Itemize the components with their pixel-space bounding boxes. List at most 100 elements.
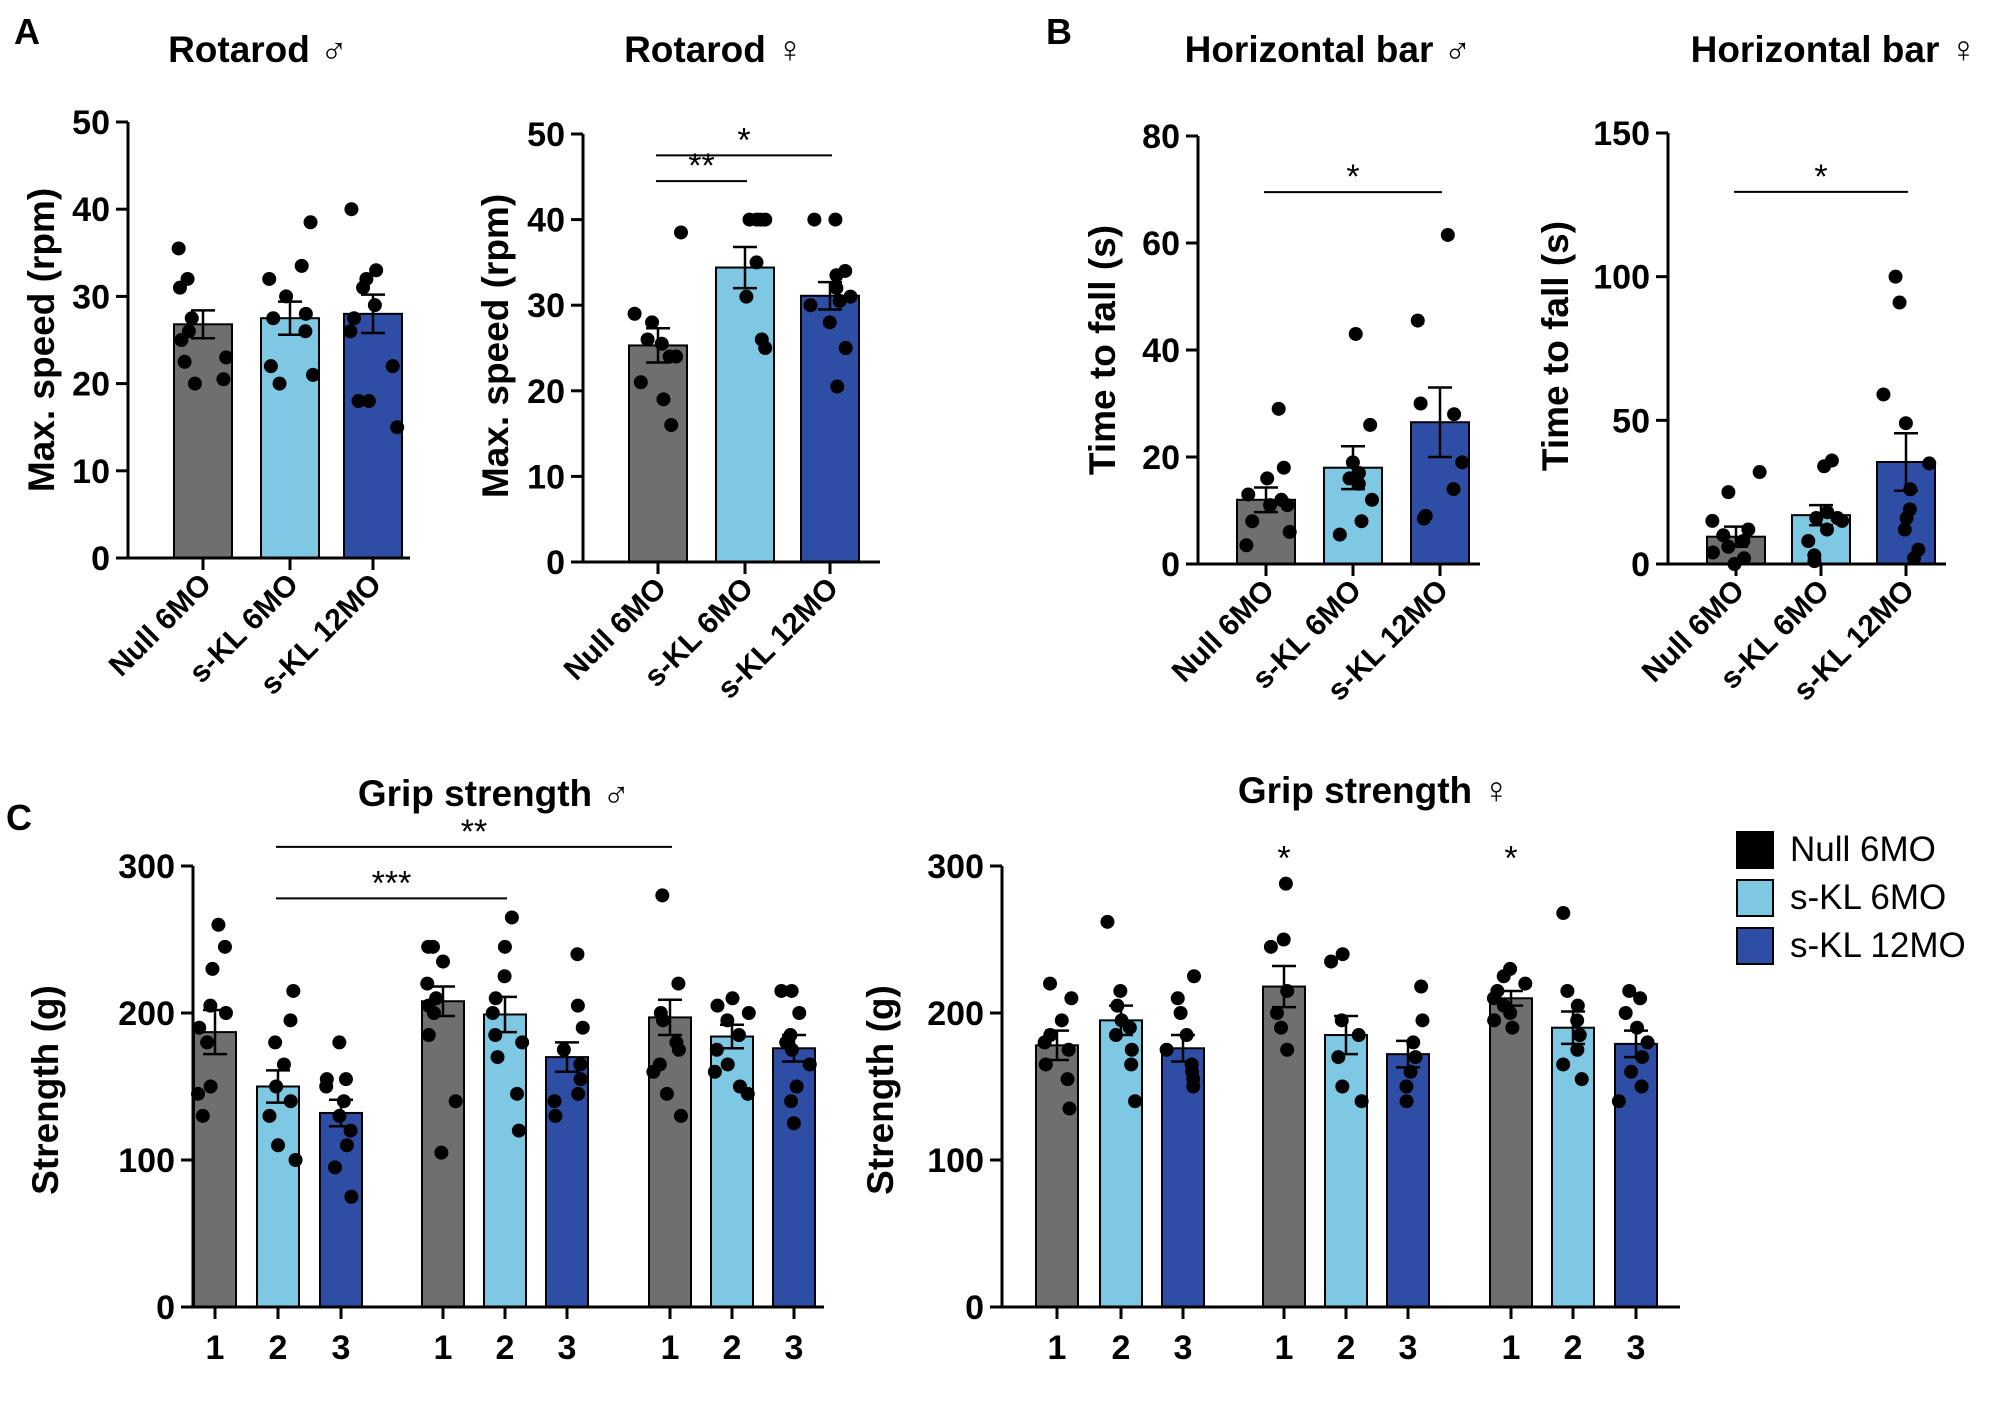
data-point — [504, 910, 519, 925]
data-point — [1705, 545, 1720, 560]
data-point — [1263, 498, 1278, 513]
y-tick-label: 50 — [1612, 402, 1650, 440]
data-point — [1503, 1006, 1518, 1020]
legend-swatch-skl-6mo — [1736, 879, 1774, 917]
grip-strength-female-chart: Grip strength ♀ Strength (g) 0 100 200 300 1 2 3… — [860, 770, 1680, 1367]
x-tick-label: 1 — [1048, 1329, 1067, 1367]
panel-letter-b: B — [1046, 11, 1072, 52]
data-point — [807, 212, 822, 227]
data-point — [792, 1006, 807, 1020]
data-point — [1113, 983, 1128, 998]
data-point — [1486, 991, 1501, 1006]
data-point — [673, 225, 688, 240]
data-point — [1570, 1042, 1585, 1057]
y-tick-label: 300 — [118, 848, 175, 886]
y-tick-label: 300 — [927, 848, 984, 886]
data-point — [1124, 1057, 1139, 1072]
y-axis-label: Time to fall (s) — [1535, 221, 1576, 471]
data-point — [339, 1138, 354, 1153]
data-point — [1570, 998, 1585, 1013]
data-point — [803, 298, 818, 313]
rotarod-male-chart: Rotarod ♂Max. speed (rpm)01020304050Null… — [21, 29, 410, 701]
data-point — [1705, 513, 1720, 528]
significance-label: * — [1346, 158, 1359, 196]
data-point — [298, 324, 313, 339]
data-point — [1280, 1042, 1295, 1057]
data-point — [1282, 524, 1297, 539]
data-point — [1271, 401, 1286, 416]
data-point — [1570, 1013, 1585, 1028]
bar — [1262, 985, 1306, 1308]
data-point — [1741, 522, 1756, 537]
x-tick-label: 1 — [1275, 1329, 1294, 1367]
data-point — [1054, 1013, 1069, 1028]
data-point — [1809, 511, 1824, 526]
data-point — [656, 392, 671, 407]
y-tick-label: 200 — [118, 995, 175, 1033]
y-tick-label: 50 — [527, 116, 565, 154]
data-point — [1801, 534, 1816, 549]
data-point — [421, 1028, 436, 1043]
data-point — [283, 1094, 298, 1109]
data-point — [369, 263, 384, 278]
data-point — [338, 1072, 353, 1087]
x-tick-label: 1 — [1502, 1329, 1521, 1367]
data-point — [1440, 227, 1455, 242]
data-point — [1263, 939, 1278, 954]
data-point — [1245, 514, 1260, 529]
data-point — [633, 375, 648, 390]
data-point — [843, 289, 858, 304]
grip-strength-male-chart: Grip strength ♂ Strength (g) 0 100 200 300 1 2 3… — [25, 773, 824, 1367]
data-point — [1635, 1050, 1650, 1065]
data-point — [627, 306, 642, 321]
data-point — [263, 359, 278, 374]
legend-label-skl-12mo: s-KL 12MO — [1790, 926, 1966, 965]
data-point — [286, 983, 301, 998]
y-tick-label: 30 — [72, 278, 110, 316]
x-tick-label: 3 — [785, 1329, 804, 1367]
data-point — [343, 324, 358, 339]
data-point — [288, 1153, 303, 1167]
data-point — [177, 354, 192, 369]
bar — [1386, 1053, 1430, 1309]
data-point — [786, 1116, 801, 1131]
data-point — [570, 998, 585, 1013]
data-point — [1876, 387, 1891, 402]
bar — [260, 317, 320, 560]
data-point — [294, 258, 309, 273]
x-tick-label: 1 — [206, 1329, 225, 1367]
data-point — [490, 1050, 505, 1065]
data-point — [1736, 534, 1751, 549]
data-point — [448, 1094, 463, 1109]
data-point — [1037, 1035, 1052, 1050]
data-point — [1505, 1020, 1520, 1035]
data-point — [283, 1013, 298, 1028]
data-point — [664, 418, 679, 433]
panel-letter-a: A — [14, 11, 40, 52]
data-point — [1239, 538, 1254, 553]
data-point — [217, 939, 232, 954]
data-point — [1276, 460, 1291, 475]
data-point — [1354, 514, 1369, 529]
data-point — [654, 336, 669, 351]
data-point — [673, 1108, 688, 1123]
y-tick-label: 200 — [927, 995, 984, 1033]
y-tick-label: 40 — [72, 191, 110, 229]
significance-label: * — [1504, 839, 1517, 877]
data-point — [1399, 1079, 1414, 1094]
data-point — [344, 1189, 359, 1204]
x-tick-label: 3 — [1399, 1329, 1418, 1367]
x-tick-label: 3 — [558, 1329, 577, 1367]
data-point — [640, 332, 655, 347]
bar — [710, 1035, 754, 1309]
x-tick-label: 2 — [1337, 1329, 1356, 1367]
y-tick-label: 50 — [72, 104, 110, 142]
data-point — [367, 298, 382, 313]
data-point — [203, 998, 218, 1013]
data-point — [731, 1028, 746, 1043]
data-point — [829, 268, 844, 283]
y-tick-label: 0 — [1631, 546, 1650, 584]
data-point — [497, 939, 512, 954]
data-point — [659, 1086, 674, 1101]
data-point — [1186, 1079, 1201, 1094]
